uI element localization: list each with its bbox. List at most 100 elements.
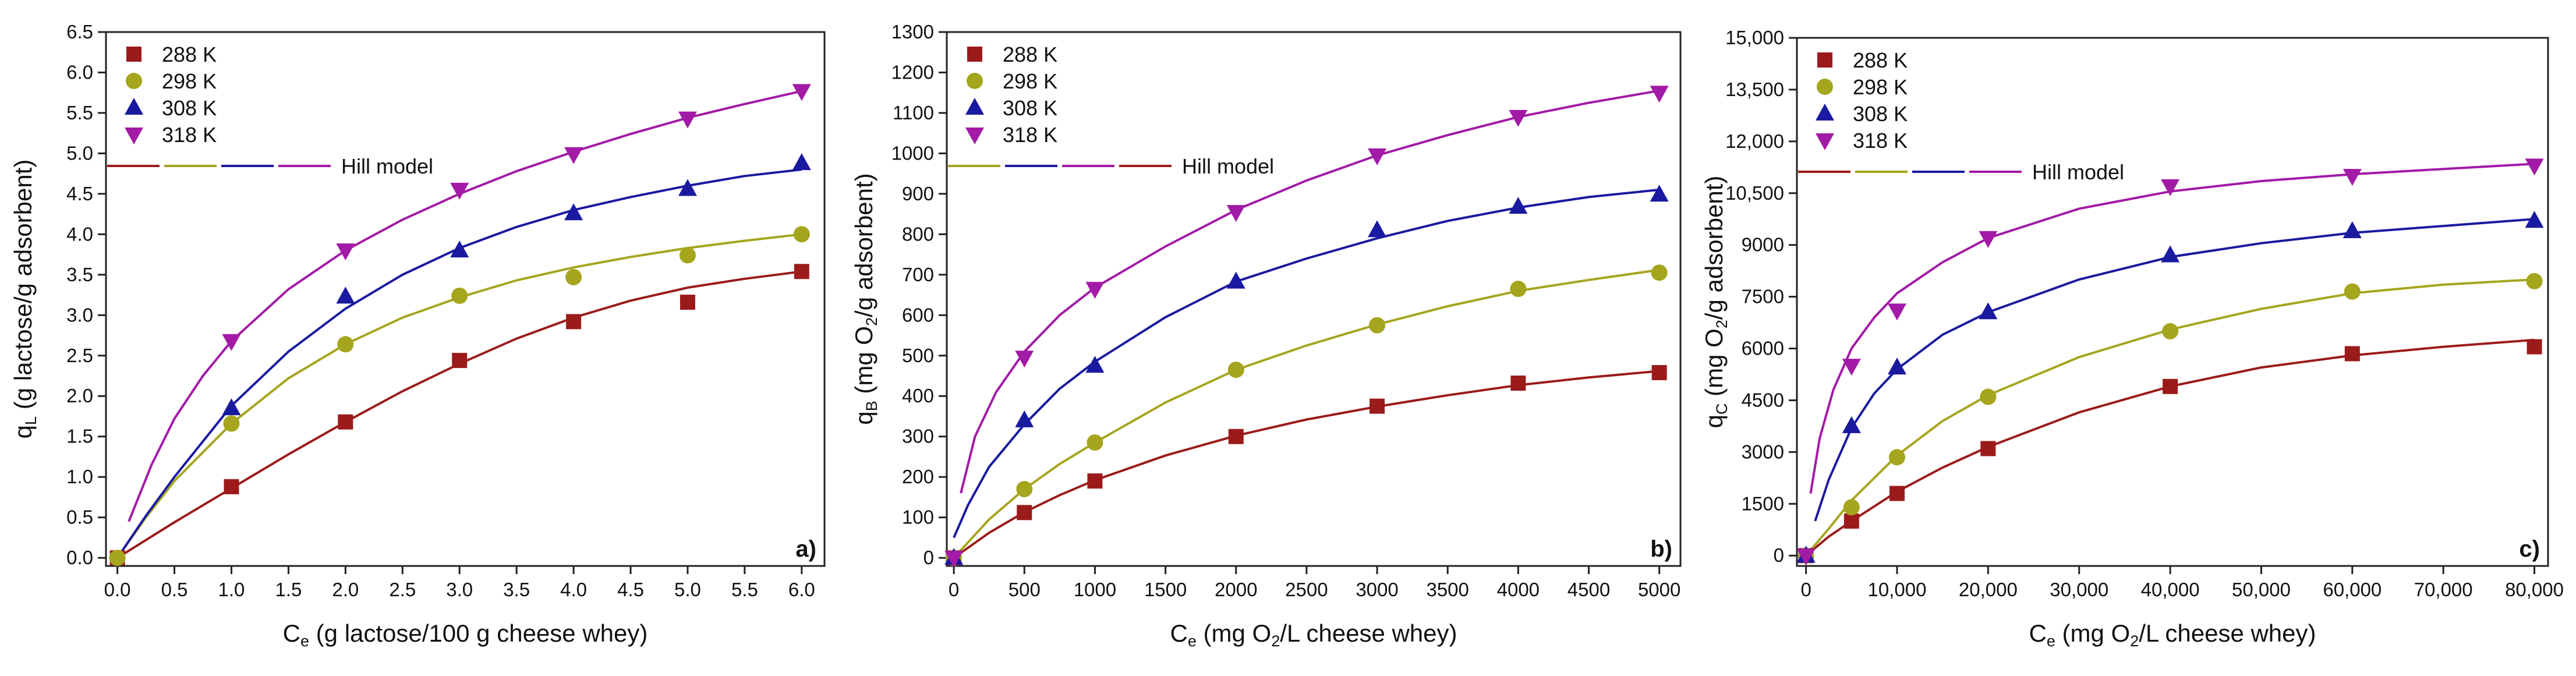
x-tick-label: 80,000 [2505,579,2564,600]
fit-curve-308k [953,188,1659,539]
data-point-308k [2525,211,2544,228]
fit-curve-298k [116,233,802,559]
plot-frame [946,31,1682,567]
chart-panel-2: 0 500 1000 1500 2000 2500 3000 3500 4000 4500 5000… [850,21,1682,650]
y-tick-label: 400 [902,385,934,406]
data-point-308k [792,153,811,171]
legend-marker-288k [1817,52,1832,68]
y-tick-label: 2.0 [66,385,93,406]
fit-curve-318k [1809,162,2535,494]
x-tick-label: 50,000 [2232,579,2291,600]
legend-label-298k: 298 K [162,69,217,93]
data-point-288k [566,314,582,330]
data-point-298k [679,247,696,264]
y-tick-label: 9000 [1742,234,1784,256]
data-point-318k [1015,351,1034,368]
y-tick-label: 3.5 [66,264,93,285]
x-tick-label: 2500 [1285,579,1328,600]
data-point-288k [338,414,353,430]
legend-label-308k: 308 K [1003,96,1057,120]
data-point-318k [1796,548,1816,566]
data-point-288k [224,479,239,494]
y-tick-label: 3000 [1742,441,1784,462]
legend-marker-288k [126,47,141,62]
data-point-308k [1509,197,1528,214]
fit-curve-318k [128,90,802,522]
legend-label-318k: 318 K [1853,129,1908,153]
legend-label-288k: 288 K [162,43,217,66]
data-point-318k [678,111,697,129]
y-tick-label: 1000 [891,142,934,164]
y-tick-label: 900 [902,183,934,204]
y-tick-label: 6.5 [66,21,93,43]
x-tick-label: 3500 [1426,579,1469,600]
data-point-298k [2344,283,2361,300]
y-tick-label: 300 [902,426,934,447]
legend-marker-298k [967,73,983,89]
data-point-298k [793,226,810,243]
data-point-298k [337,336,354,353]
fit-curve-298k [953,268,1659,559]
legend-marker-318k [965,128,984,144]
y-tick-label: 1.0 [66,466,93,487]
legend-label-288k: 288 K [1003,43,1057,66]
y-tick-label: 13,500 [1725,79,1784,100]
legend-label-298k: 298 K [1003,69,1057,93]
x-tick-label: 1500 [1144,579,1187,600]
x-tick-label: 3.0 [446,579,473,600]
y-tick-label: 15,000 [1725,27,1784,48]
y-tick-label: 1.5 [66,426,93,447]
y-axis-title: qL (g lactose/g adsorbent) [9,160,40,439]
y-tick-label: 0 [1774,544,1784,566]
x-axis-title: Ce (mg O2/L cheese whey) [2029,620,2316,650]
y-tick-label: 600 [902,304,934,325]
y-tick-label: 1100 [893,102,934,123]
data-point-288k [1370,398,1385,414]
x-tick-label: 3000 [1356,579,1398,600]
data-point-298k [451,287,468,304]
data-point-318k [1368,148,1387,165]
x-tick-label: 30,000 [2050,579,2108,600]
data-point-318k [2343,169,2362,186]
data-point-318k [1226,205,1245,222]
data-point-288k [1651,364,1667,380]
data-point-308k [336,286,355,304]
legend-marker-288k [967,47,982,62]
data-point-318k [222,334,241,351]
legend-label-288k: 288 K [1853,48,1908,72]
legend-label-308k: 308 K [1853,102,1908,126]
x-tick-label: 10,000 [1868,579,1927,600]
y-tick-label: 0.5 [66,507,93,528]
y-tick-label: 7500 [1742,286,1784,307]
data-point-288k [1843,513,1859,529]
x-tick-label: 4.5 [617,579,644,600]
fit-curve-288k [1805,338,2535,557]
x-tick-label: 2.5 [389,579,416,600]
y-tick-label: 4.5 [66,183,93,204]
data-point-288k [794,264,809,279]
data-point-298k [223,415,240,432]
plot-frame [105,31,826,567]
x-tick-label: 0 [1800,579,1811,600]
data-point-318k [1509,109,1528,127]
y-tick-label: 100 [902,507,934,528]
legend-marker-318k [125,128,143,144]
y-tick-label: 1500 [1742,493,1784,514]
y-tick-label: 12,000 [1725,130,1784,152]
data-point-308k [1368,220,1387,238]
data-point-298k [1369,317,1386,334]
y-tick-label: 500 [902,345,934,366]
chart-panel-3: 0 10,000 20,000 30,000 40,000 50,000 60,000 70,… [1700,27,2564,650]
data-point-288k [680,295,695,310]
data-point-288k [452,353,468,369]
legend-label-hill-model: Hill model [1182,154,1274,178]
data-point-298k [2162,323,2179,339]
data-point-318k [1650,86,1669,103]
data-point-298k [1843,499,1860,516]
data-point-288k [1510,375,1526,391]
plot-frame [1796,37,2549,567]
legend-label-hill-model: Hill model [2032,160,2124,184]
y-tick-label: 5.5 [66,102,93,123]
x-tick-label: 5.5 [731,579,758,600]
y-tick-label: 4500 [1742,389,1784,410]
